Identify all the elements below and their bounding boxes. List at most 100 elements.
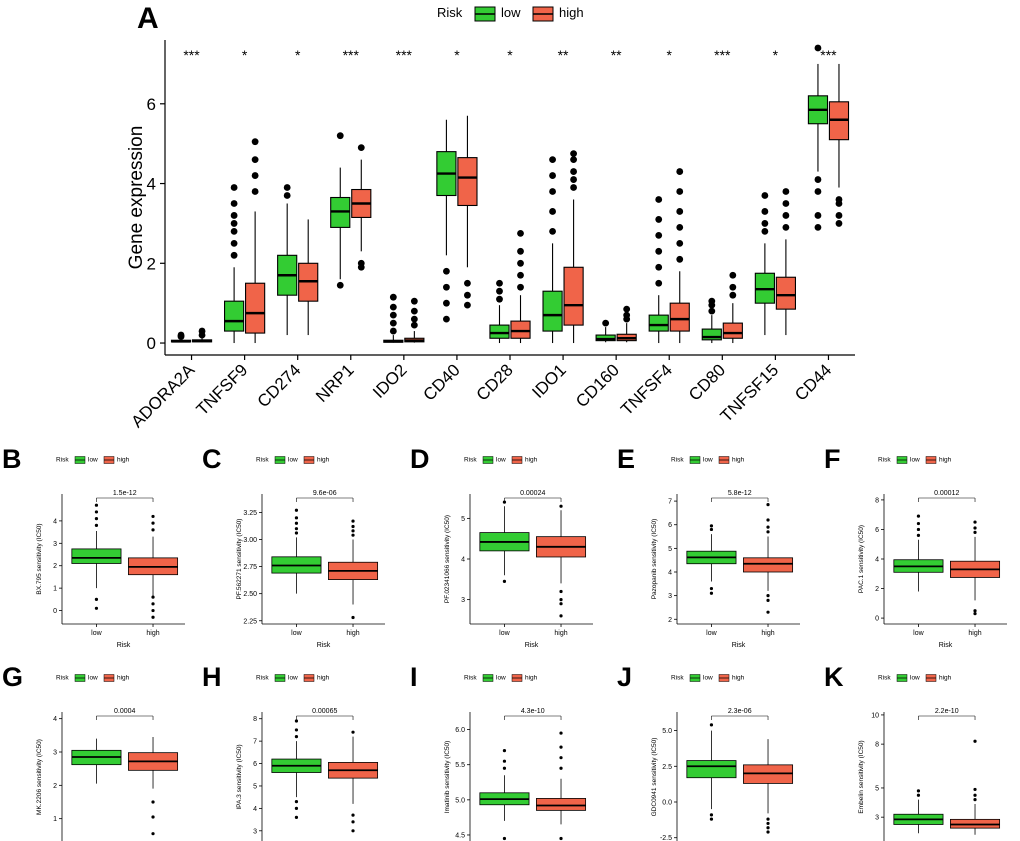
y-tick-label: 4 [53,716,57,723]
outlier-point [782,200,790,207]
box-iqr [775,276,796,310]
outlier-point [251,188,259,195]
outlier-point [570,150,577,158]
x-tick-label-low: low [291,630,302,637]
y-tick-label: 4 [461,557,465,564]
legend-title: Risk [56,675,69,682]
outlier-point [676,224,684,231]
x-tick-label-ido1: IDO1 [528,360,569,401]
outlier-point [570,184,577,191]
legend-label-low: low [288,457,298,464]
outlier-point [655,263,663,271]
outlier-point [814,188,822,195]
box-iqr [686,760,737,779]
legend-label-low: low [496,457,506,464]
outlier-point [294,521,299,525]
pvalue-label: 0.00024 [520,490,545,497]
box-low-ido2 [383,293,404,343]
outlier-point [230,251,238,259]
panel-label-K: K [824,662,844,692]
outlier-point [410,297,418,305]
y-tick-label: 3 [461,597,465,604]
outlier-point [814,224,822,231]
outlier-point [283,184,291,191]
y-tick-label: 0 [875,616,879,623]
y-tick-label: -2.5 [660,835,672,841]
legend-label-low: low [88,457,98,464]
pvalue-label: 1.5e-12 [113,490,137,497]
outlier-point [973,798,977,802]
outlier-point [549,172,556,179]
y-tick-label: 3 [53,750,57,757]
pvalue-label: 2.3e-06 [728,708,752,715]
legend-label-low: low [501,5,521,20]
outlier-point [708,307,716,315]
box-high [950,520,1001,616]
outlier-point [464,291,471,299]
box-low [893,514,944,592]
significance-label: * [667,47,673,63]
x-axis-title: Risk [117,642,131,649]
box-low-cd160 [595,319,616,343]
y-tick-label: 2 [53,783,57,790]
legend-title: Risk [878,457,891,464]
legend-label-low: low [910,675,920,682]
outlier-point [151,514,155,519]
outlier-point [151,608,155,613]
y-tick-label: 6 [147,95,156,114]
outlier-point [443,315,450,323]
box-low-cd28 [489,279,510,344]
legend-title: Risk [437,5,463,20]
box-iqr [457,157,478,207]
outlier-point [94,606,99,610]
y-tick-label: 2 [53,563,57,570]
outlier-point [559,731,563,735]
outlier-point [351,519,355,523]
box-iqr [722,322,743,339]
y-tick-label: 7 [668,499,672,506]
outlier-point [766,817,770,821]
outlier-point [294,531,299,535]
outlier-point [676,208,684,215]
box-low [271,508,322,594]
x-axis-title: Risk [939,642,953,649]
x-tick-label-cd28: CD28 [473,360,517,404]
x-tick-label-high: high [761,630,774,637]
outlier-point [94,510,99,514]
box-iqr [669,302,690,332]
outlier-point [709,524,714,528]
y-tick-label: 5.0 [662,728,672,735]
y-axis-title: Embelin sensitivity (IC50) [858,740,865,813]
box-low [71,503,122,610]
legend-title: Risk [256,675,269,682]
outlier-point [709,591,714,595]
outlier-point [230,220,238,227]
pvalue-label: 9.6e-06 [313,490,337,497]
box-iqr [510,320,531,339]
legend-label-high: high [317,675,330,682]
x-tick-label-cd160: CD160 [572,360,623,411]
x-tick-label-cd40: CD40 [420,360,464,404]
outlier-point [336,132,344,140]
outlier-point [496,287,503,295]
x-tick-label-cd44: CD44 [791,360,835,404]
box-low-tnfsf4 [648,196,669,344]
outlier-point [916,514,921,518]
box-high-nrp1 [351,144,372,271]
x-tick-label-high: high [968,630,981,637]
y-axis-title: Gene expression [126,126,147,270]
y-tick-label: 8 [875,742,879,749]
outlier-point [766,821,770,826]
significance-label: * [773,47,779,63]
outlier-point [389,303,397,311]
outlier-point [761,227,769,235]
outlier-point [973,530,977,535]
legend-title: Risk [256,457,269,464]
legend-label-high: high [317,457,330,464]
y-tick-label: 4 [875,557,879,564]
outlier-point [151,615,155,619]
y-axis-title: PF.02341066 sensitivity (IC50) [444,515,451,603]
outlier-point [623,311,631,319]
y-axis-title: BX.795 sensitivity (IC50) [36,523,43,594]
outlier-point [766,594,770,598]
